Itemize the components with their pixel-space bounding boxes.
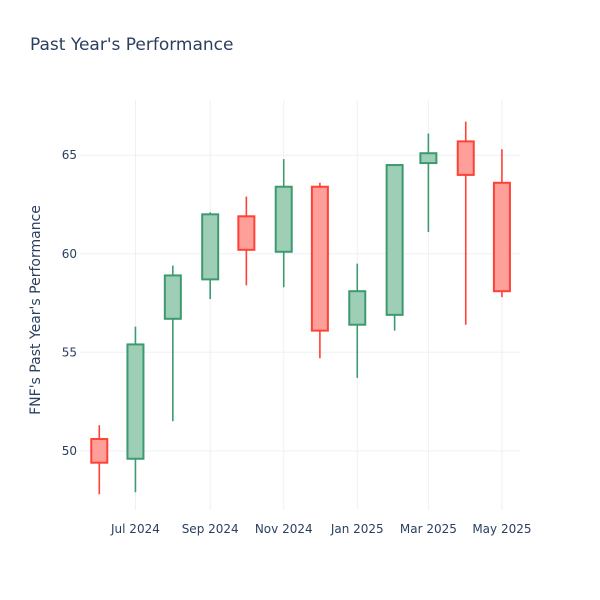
candle-increasing bbox=[274, 159, 293, 288]
candle-body bbox=[274, 185, 293, 253]
candle-decreasing bbox=[492, 149, 511, 298]
candle-body bbox=[237, 215, 256, 251]
candle-body bbox=[385, 164, 404, 316]
candle-increasing bbox=[348, 263, 367, 378]
candle-increasing bbox=[163, 265, 182, 422]
x-tick-label: Jan 2025 bbox=[330, 522, 384, 536]
y-axis-title: FNF's Past Year's Performance bbox=[28, 205, 44, 415]
candle-body bbox=[310, 185, 329, 332]
candles bbox=[90, 121, 511, 495]
y-tick-label: 50 bbox=[62, 444, 77, 458]
candle-increasing bbox=[419, 133, 438, 233]
candle-decreasing bbox=[456, 121, 475, 325]
y-tick-labels: 50 55 60 65 bbox=[62, 148, 77, 458]
y-tick-label: 55 bbox=[62, 345, 77, 359]
candle-decreasing bbox=[310, 182, 329, 359]
candle-increasing bbox=[385, 164, 404, 331]
x-tick-label: Sep 2024 bbox=[182, 522, 239, 536]
x-tick-labels: Jul 2024 Sep 2024 Nov 2024 Jan 2025 Mar 2025… bbox=[110, 522, 531, 536]
candle-decreasing bbox=[90, 425, 109, 495]
candle-body bbox=[163, 274, 182, 320]
candle-increasing bbox=[126, 326, 145, 493]
candle-body bbox=[419, 152, 438, 165]
candle-body bbox=[492, 181, 511, 293]
candle-increasing bbox=[201, 212, 220, 300]
candle-body bbox=[90, 438, 109, 464]
y-tick-label: 60 bbox=[62, 247, 77, 261]
candle-body bbox=[126, 343, 145, 460]
x-tick-label: Nov 2024 bbox=[255, 522, 313, 536]
x-tick-label: May 2025 bbox=[472, 522, 531, 536]
chart-title: Past Year's Performance bbox=[30, 35, 234, 55]
x-tick-label: Jul 2024 bbox=[110, 522, 160, 536]
y-tick-label: 65 bbox=[62, 148, 77, 162]
candle-decreasing bbox=[237, 196, 256, 286]
candle-body bbox=[456, 140, 475, 176]
candle-body bbox=[201, 213, 220, 281]
candle-body bbox=[348, 290, 367, 326]
x-tick-label: Mar 2025 bbox=[400, 522, 457, 536]
